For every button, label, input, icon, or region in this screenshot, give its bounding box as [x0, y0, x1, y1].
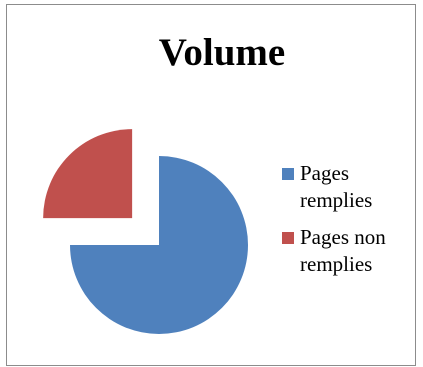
legend-swatch-pages-non-remplies	[282, 232, 294, 244]
legend: Pages remplies Pages non remplies	[282, 160, 422, 288]
chart-title: Volume	[158, 31, 286, 74]
legend-label-pages-non-remplies: Pages non remplies	[300, 225, 386, 276]
legend-item-pages-non-remplies: Pages non remplies	[282, 224, 422, 278]
pie-slice-pages-non-remplies	[43, 129, 133, 219]
legend-item-pages-remplies: Pages remplies	[282, 160, 422, 214]
pie-slice-pages-remplies	[70, 156, 248, 334]
legend-swatch-pages-remplies	[282, 168, 294, 180]
legend-label-pages-remplies: Pages remplies	[300, 161, 373, 212]
